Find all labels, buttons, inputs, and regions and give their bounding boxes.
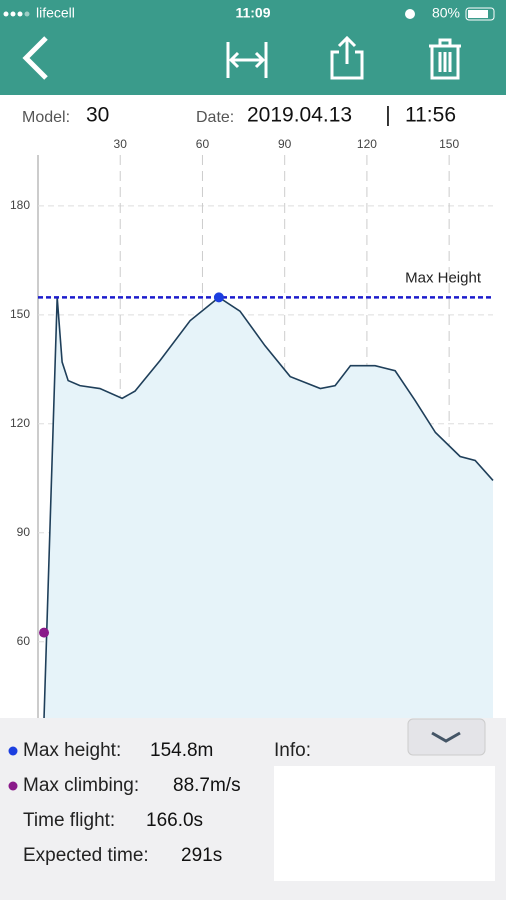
fit-button[interactable] <box>226 42 268 78</box>
y-tick-label: 120 <box>10 416 30 430</box>
expected-time-label: Expected time: <box>23 845 149 866</box>
y-tick-label: 150 <box>10 307 30 321</box>
max-climbing-dot <box>8 781 18 791</box>
time-value: 11:56 <box>405 104 456 127</box>
date-value: 2019.04.13 <box>247 104 352 127</box>
y-tick-label: 180 <box>10 198 30 212</box>
collapse-button[interactable] <box>407 718 486 756</box>
marker <box>213 292 224 303</box>
battery-icon <box>465 7 495 21</box>
area <box>44 297 493 718</box>
x-tick-label: 120 <box>357 137 377 151</box>
max-height-value: 154.8m <box>150 740 213 761</box>
header-bg <box>0 0 506 95</box>
model-value: 30 <box>86 104 109 127</box>
max-height-dot <box>8 746 18 756</box>
delete-button[interactable] <box>429 38 461 80</box>
max-height-label: Max height: <box>23 740 121 761</box>
y-tick-label: 90 <box>17 525 31 539</box>
info-label: Info: <box>274 740 311 761</box>
y-tick-label: 60 <box>17 634 31 648</box>
back-button[interactable] <box>22 36 48 80</box>
separator: | <box>385 104 390 127</box>
model-label: Model: <box>22 109 70 126</box>
time-flight-label: Time flight: <box>23 810 115 831</box>
clock: 11:09 <box>235 5 270 21</box>
x-tick-label: 150 <box>439 137 459 151</box>
time-flight-value: 166.0s <box>146 810 203 831</box>
signal <box>3 11 30 17</box>
x-tick-label: 30 <box>114 137 128 151</box>
expected-time-value: 291s <box>181 845 222 866</box>
info-box <box>274 766 495 881</box>
max-height-label: Max Height <box>405 269 482 286</box>
line <box>43 296 494 719</box>
marker <box>39 627 50 638</box>
date-label: Date: <box>196 109 234 126</box>
carrier: lifecell <box>36 5 75 21</box>
alarm-icon <box>405 9 415 19</box>
max-climbing-label: Max climbing: <box>23 775 139 796</box>
max-climbing-value: 88.7m/s <box>173 775 241 796</box>
x-tick-label: 90 <box>278 137 292 151</box>
x-tick-label: 60 <box>196 137 210 151</box>
battery-text: 80% <box>432 5 460 21</box>
share-button[interactable] <box>330 35 364 80</box>
